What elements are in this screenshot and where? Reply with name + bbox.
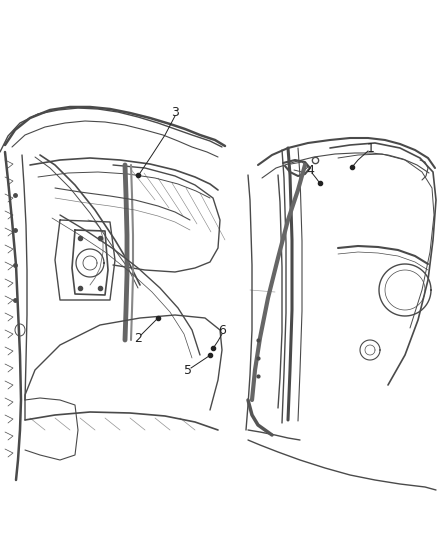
Text: 4: 4 <box>306 164 314 176</box>
Text: 1: 1 <box>367 141 375 155</box>
Text: 2: 2 <box>134 332 142 344</box>
Text: 5: 5 <box>184 364 192 376</box>
Text: 3: 3 <box>171 106 179 118</box>
Text: 6: 6 <box>218 324 226 336</box>
